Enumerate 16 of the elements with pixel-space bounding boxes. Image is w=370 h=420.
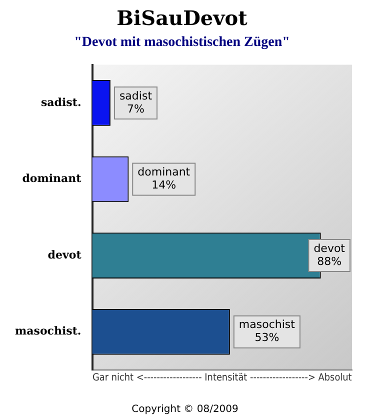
data-label: 53% (254, 331, 280, 344)
y-tick-label: masochist. (14, 324, 82, 338)
y-tick-label: devot (48, 248, 82, 262)
data-label: 88% (317, 254, 342, 268)
annotation: masochist (238, 318, 296, 332)
data-label: 14% (152, 178, 176, 192)
text: Copyright © 08/2009 (132, 404, 238, 415)
y-tick-label: dominant (22, 172, 82, 186)
annotation: dominant (138, 166, 191, 179)
x-axis-title: Gar nicht <------------------ Intensität ------------------> Absolut (92, 372, 352, 384)
data-label: 7% (127, 102, 144, 116)
annotation: devot (314, 242, 346, 255)
y-tick-label: sadist. (40, 96, 82, 109)
annotation: sadist (119, 89, 153, 102)
chart-title: BiSauDevot (116, 6, 248, 30)
chart-subtitle: "Devot mit masochistischen Zügen" (74, 35, 290, 50)
